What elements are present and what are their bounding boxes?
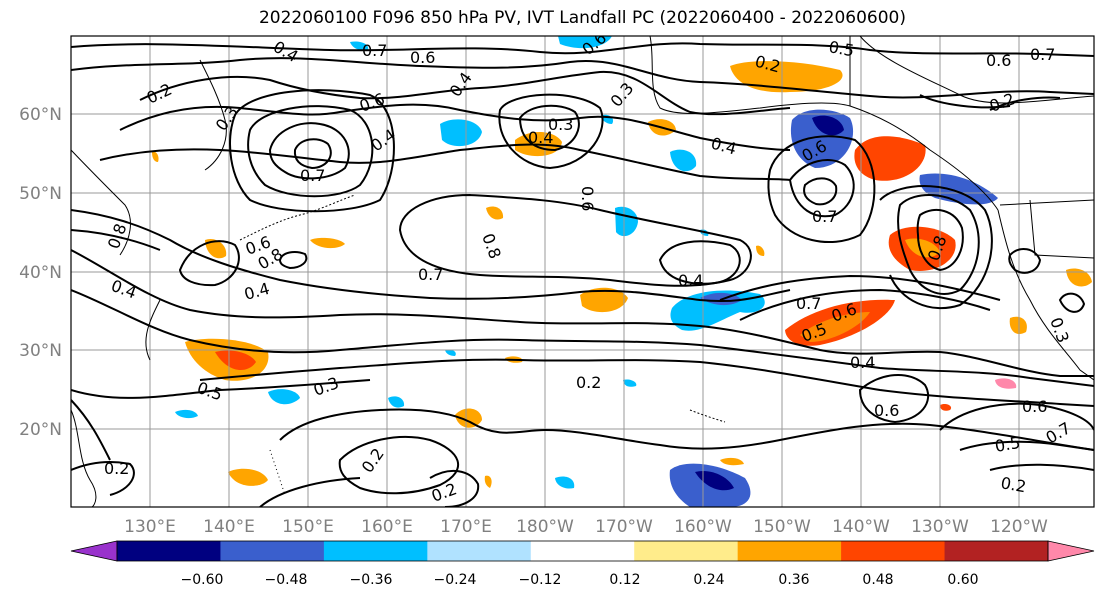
contour-label: 0.7 xyxy=(812,207,837,226)
lon-label: 140°E xyxy=(203,517,255,537)
contour-label: 0.7 xyxy=(796,294,821,313)
colorbar-segments xyxy=(70,540,1095,562)
colorbar-segment xyxy=(841,541,946,561)
lon-label: 160°E xyxy=(361,517,413,537)
colorbar-segment xyxy=(634,541,739,561)
colorbar-tick: 0.48 xyxy=(862,572,893,588)
colorbar-tick: −0.12 xyxy=(519,572,562,588)
map-plot-area: 0.4 0.2 0.3 0.7 0.6 0.6 0.4 0.7 0.4 0.4 … xyxy=(71,36,1094,507)
colorbar-tick: −0.36 xyxy=(350,572,393,588)
longitude-labels: 130°E 140°E 150°E 160°E 170°E 180°W 170°… xyxy=(124,517,1048,537)
lat-label: 30°N xyxy=(19,341,62,361)
contour-label: 0.5 xyxy=(827,37,855,60)
contour-label: 0.5 xyxy=(993,433,1021,456)
map-title: 2022060100 F096 850 hPa PV, IVT Landfall… xyxy=(258,8,906,28)
contour-label: 0.7 xyxy=(362,41,387,60)
lat-label: 20°N xyxy=(19,420,62,440)
contour-label: 0.6 xyxy=(874,401,899,420)
colorbar-tick: −0.60 xyxy=(181,572,224,588)
colorbar-segment xyxy=(737,541,842,561)
lon-label: 120°W xyxy=(990,517,1048,537)
colorbar-frame xyxy=(116,540,1049,562)
lon-label: 150°E xyxy=(282,517,334,537)
colorbar-tick: 0.12 xyxy=(609,572,640,588)
latitude-labels: 60°N 50°N 40°N 30°N 20°N xyxy=(19,105,62,440)
contour-label: 0.4 xyxy=(678,271,703,290)
map-frame xyxy=(70,35,1095,508)
colorbar-tick: 0.24 xyxy=(693,572,724,588)
colorbar-segment xyxy=(323,541,428,561)
colorbar: −0.60 −0.48 −0.36 −0.24 −0.12 0.12 0.24 … xyxy=(70,540,1095,588)
lon-label: 150°W xyxy=(753,517,811,537)
contour-label: 0.6 xyxy=(1022,397,1047,416)
colorbar-segment xyxy=(944,541,1049,561)
lon-label: 170°W xyxy=(595,517,653,537)
colorbar-tick: 0.60 xyxy=(947,572,978,588)
colorbar-segment xyxy=(530,541,635,561)
colorbar-segment xyxy=(427,541,532,561)
colorbar-segment xyxy=(117,541,221,561)
contour-label: 0.7 xyxy=(418,265,443,284)
lat-label: 40°N xyxy=(19,263,62,283)
colorbar-extension-low xyxy=(70,540,118,562)
contour-label: 0.6 xyxy=(578,186,597,211)
contour-label: 0.2 xyxy=(576,373,601,392)
pv-contours xyxy=(71,42,1094,507)
lon-label: 130°W xyxy=(911,517,969,537)
colorbar-tick: 0.36 xyxy=(778,572,809,588)
contour-label: 0.4 xyxy=(850,353,875,372)
contour-label: 0.2 xyxy=(104,459,129,478)
lon-label: 170°E xyxy=(440,517,492,537)
lon-label: 140°W xyxy=(832,517,890,537)
contour-label: 0.6 xyxy=(410,48,435,67)
colorbar-segment xyxy=(220,541,325,561)
lat-label: 50°N xyxy=(19,184,62,204)
lon-label: 180°W xyxy=(516,517,574,537)
lat-label: 60°N xyxy=(19,105,62,125)
lon-label: 130°E xyxy=(124,517,176,537)
lon-label: 160°W xyxy=(674,517,732,537)
colorbar-ticks: −0.60 −0.48 −0.36 −0.24 −0.12 0.12 0.24 … xyxy=(181,572,979,588)
contour-label: 0.6 xyxy=(986,51,1011,70)
colorbar-tick: −0.48 xyxy=(265,572,308,588)
contour-label: 0.3 xyxy=(548,115,573,134)
colorbar-extension-high xyxy=(1047,540,1095,562)
contour-label: 0.7 xyxy=(1030,45,1055,64)
contour-label: 0.2 xyxy=(999,473,1027,496)
colorbar-tick: −0.24 xyxy=(434,572,477,588)
contour-label: 0.4 xyxy=(528,128,553,147)
contour-label: 0.7 xyxy=(300,166,325,185)
